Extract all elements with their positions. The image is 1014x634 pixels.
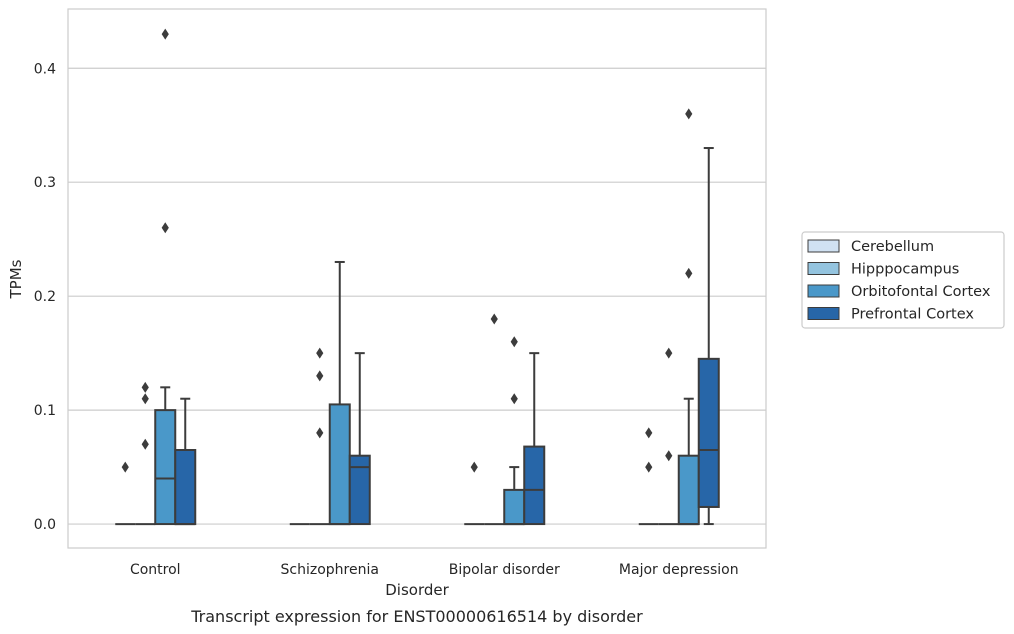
- box-group: [348, 352, 371, 526]
- y-tick-label: 0.2: [34, 289, 56, 305]
- outlier-point: [161, 222, 169, 234]
- legend: Cerebellum Hipppocampus Orbitofontal Corte…: [801, 231, 1005, 329]
- plot-frame: [67, 8, 767, 549]
- outlier-point: [510, 393, 518, 405]
- legend-swatch: [807, 284, 840, 298]
- outlier-point: [470, 461, 478, 473]
- outlier-point: [161, 28, 169, 40]
- box-group: [638, 427, 659, 526]
- outlier-point: [121, 461, 129, 473]
- box-body: [174, 449, 197, 526]
- outlier-point: [316, 347, 324, 359]
- outlier-point: [685, 267, 693, 279]
- box-group: [328, 260, 351, 526]
- box-group: [658, 347, 679, 526]
- x-axis-title: Disorder: [385, 581, 449, 599]
- box-body: [697, 357, 720, 508]
- box-body: [503, 488, 526, 526]
- y-axis-title: TPMs: [7, 259, 25, 299]
- box-group: [523, 352, 546, 526]
- outlier-point: [645, 427, 653, 439]
- outlier-point: [490, 313, 498, 325]
- box-body: [523, 445, 546, 526]
- box-body: [328, 403, 351, 526]
- axes: 0.0 0.1 0.2 0.3 0.4 Control Schizophrenia Bipol…: [34, 61, 739, 578]
- box-group: [697, 147, 720, 526]
- outlier-point: [665, 347, 673, 359]
- outlier-point: [141, 393, 149, 405]
- legend-label: Prefrontal Cortex: [851, 307, 974, 323]
- outlier-point: [510, 336, 518, 348]
- legend-swatch: [807, 262, 840, 275]
- box-group: [174, 397, 197, 526]
- legend-swatch: [807, 307, 840, 320]
- legend-label: Orbitofontal Cortex: [851, 284, 991, 300]
- y-tick-label: 0.3: [34, 175, 56, 191]
- box-group: [309, 347, 330, 526]
- outlier-point: [665, 450, 673, 462]
- figure-caption: Transcript expression for ENST0000061651…: [190, 607, 643, 626]
- box-body: [677, 454, 700, 526]
- outlier-point: [645, 461, 653, 473]
- outlier-point: [316, 427, 324, 439]
- x-tick-label: Control: [130, 562, 181, 578]
- y-tick-label: 0.0: [34, 517, 56, 533]
- plot-marks: [115, 28, 720, 526]
- y-tick-label: 0.4: [34, 61, 56, 77]
- outlier-point: [685, 108, 693, 120]
- box-group: [464, 461, 485, 526]
- x-tick-label: Schizophrenia: [281, 562, 379, 578]
- box-body: [154, 409, 177, 526]
- y-tick-label: 0.1: [34, 403, 56, 419]
- box-body: [348, 454, 371, 526]
- outlier-point: [316, 370, 324, 382]
- box-group: [677, 108, 700, 526]
- box-group: [154, 28, 177, 526]
- x-tick-label: Bipolar disorder: [449, 562, 560, 578]
- legend-label: Hipppocampus: [851, 262, 959, 278]
- box-group: [484, 313, 505, 526]
- box-group: [135, 381, 156, 526]
- legend-swatch: [807, 239, 840, 253]
- legend-label: Cerebellum: [851, 239, 934, 255]
- box-group: [115, 461, 136, 526]
- x-tick-label: Major depression: [619, 562, 739, 578]
- outlier-point: [141, 438, 149, 450]
- box-group: [503, 336, 526, 526]
- legend-frame: [801, 231, 1005, 329]
- outlier-point: [141, 381, 149, 393]
